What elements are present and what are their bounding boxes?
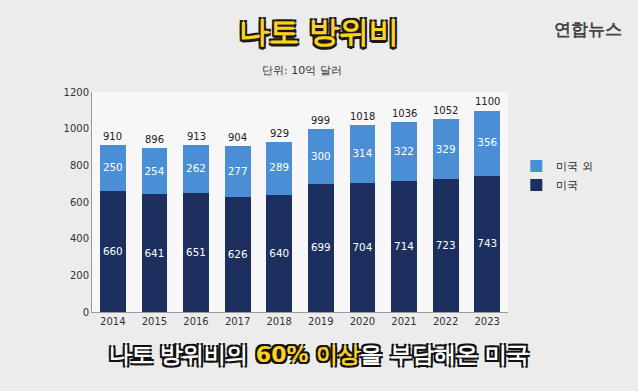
svg-text:1100: 1100 xyxy=(475,96,500,107)
svg-text:2018: 2018 xyxy=(266,316,291,327)
svg-text:314: 314 xyxy=(353,147,373,159)
svg-text:1200: 1200 xyxy=(64,87,89,98)
svg-text:651: 651 xyxy=(186,246,206,258)
svg-text:300: 300 xyxy=(311,150,331,162)
svg-text:1018: 1018 xyxy=(350,111,375,122)
svg-text:896: 896 xyxy=(145,134,164,145)
html-text:나토 방위비의60% 이상을 부담해온 미국: 나토 방위비의60% 이상을 부담해온 미국 xyxy=(108,342,530,367)
svg-text:800: 800 xyxy=(70,160,89,171)
svg-text:2014: 2014 xyxy=(100,316,125,327)
html-text:나토 방위비: 나토 방위비 xyxy=(238,14,400,49)
svg-text:1052: 1052 xyxy=(433,105,458,116)
svg-text:2023: 2023 xyxy=(474,316,499,327)
svg-text:2021: 2021 xyxy=(391,316,416,327)
svg-text:660: 660 xyxy=(103,245,123,257)
svg-text:2022: 2022 xyxy=(433,316,458,327)
svg-text:1000: 1000 xyxy=(64,123,89,134)
html-text:연합뉴스: 연합뉴스 xyxy=(554,19,622,39)
svg-text:910: 910 xyxy=(103,131,122,142)
svg-text:254: 254 xyxy=(145,165,165,177)
svg-text:714: 714 xyxy=(394,240,414,252)
svg-text:0: 0 xyxy=(83,307,89,318)
svg-text:699: 699 xyxy=(311,241,331,253)
svg-text:400: 400 xyxy=(70,233,89,244)
svg-text:1036: 1036 xyxy=(392,108,417,119)
svg-text:356: 356 xyxy=(477,136,497,148)
svg-text:600: 600 xyxy=(70,197,89,208)
svg-text:250: 250 xyxy=(103,161,123,173)
svg-text:262: 262 xyxy=(186,162,206,174)
svg-text:2017: 2017 xyxy=(225,316,250,327)
html-text:단위: 10억 달러: 단위: 10억 달러 xyxy=(262,64,342,77)
svg-text:200: 200 xyxy=(70,270,89,281)
svg-text:미국: 미국 xyxy=(556,179,578,192)
svg-text:743: 743 xyxy=(477,237,497,249)
svg-text:704: 704 xyxy=(353,241,373,253)
svg-text:2016: 2016 xyxy=(183,316,208,327)
svg-text:913: 913 xyxy=(187,131,206,142)
svg-text:2019: 2019 xyxy=(308,316,333,327)
svg-text:999: 999 xyxy=(311,115,330,126)
svg-text:277: 277 xyxy=(228,165,248,177)
svg-text:2015: 2015 xyxy=(142,316,167,327)
svg-text:640: 640 xyxy=(269,247,289,259)
svg-text:2020: 2020 xyxy=(350,316,375,327)
svg-text:289: 289 xyxy=(269,161,289,173)
svg-text:904: 904 xyxy=(228,132,247,143)
svg-text:626: 626 xyxy=(228,248,248,260)
svg-text:329: 329 xyxy=(436,143,456,155)
svg-text:322: 322 xyxy=(394,145,414,157)
svg-text:929: 929 xyxy=(270,128,289,139)
svg-text:미국 외: 미국 외 xyxy=(556,160,593,173)
svg-text:641: 641 xyxy=(145,247,165,259)
svg-text:723: 723 xyxy=(436,239,456,251)
